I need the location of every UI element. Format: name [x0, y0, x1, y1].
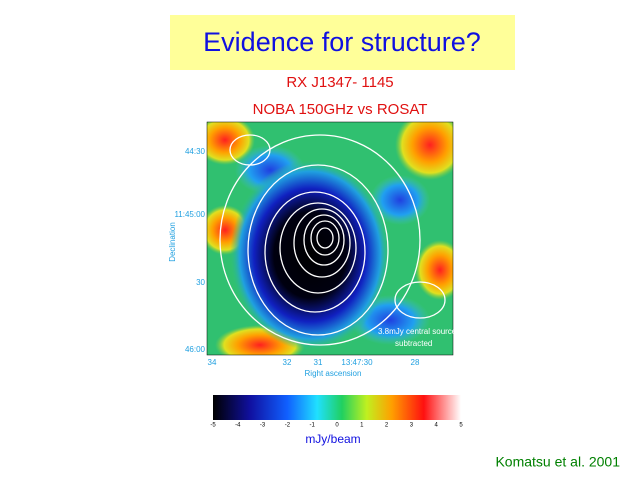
credit: Komatsu et al. 2001 — [495, 454, 620, 470]
x-tick-label: 34 — [208, 358, 217, 367]
colorbar-tick-label: -5 — [210, 423, 216, 429]
slide-title: Evidence for structure? — [203, 27, 481, 57]
y-axis-label: Declination — [168, 222, 177, 262]
y-tick-label: 30 — [196, 278, 205, 287]
y-tick-label: 11:45:00 — [174, 210, 205, 219]
colorbar-tick-label: -1 — [310, 423, 316, 429]
colorbar-tick-label: 3 — [410, 423, 414, 429]
x-tick-label: 32 — [283, 358, 292, 367]
y-tick-label: 44:30 — [185, 147, 206, 156]
colorbar-tick-label: 4 — [435, 423, 439, 429]
colorbar-tick-label: 1 — [360, 423, 364, 429]
subtitle: RX J1347- 1145 — [286, 74, 393, 91]
colorbar-tick-label: 2 — [385, 423, 389, 429]
y-tick-label: 46:00 — [185, 345, 206, 354]
title-box — [170, 15, 515, 70]
colorbar — [213, 395, 461, 420]
map-annotation: subtracted — [395, 339, 432, 348]
colorbar-label: mJy/beam — [305, 432, 360, 446]
colorbar-tick-label: -2 — [285, 423, 291, 429]
colorbar-tick-label: 5 — [459, 423, 463, 429]
map-frame — [206, 121, 454, 356]
colorbar-tick-label: -4 — [235, 423, 241, 429]
sz-map — [207, 122, 453, 355]
map-annotation: 3.8mJy central source — [378, 327, 457, 336]
x-tick-label: 13:47:30 — [341, 358, 373, 367]
colorbar-tick-label: 0 — [335, 423, 339, 429]
x-tick-label: 28 — [411, 358, 420, 367]
colorbar-tick-label: -3 — [260, 423, 266, 429]
x-tick-label: 31 — [314, 358, 323, 367]
x-axis-label: Right ascension — [305, 369, 362, 378]
subtitle: NOBA 150GHz vs ROSAT — [253, 101, 428, 118]
